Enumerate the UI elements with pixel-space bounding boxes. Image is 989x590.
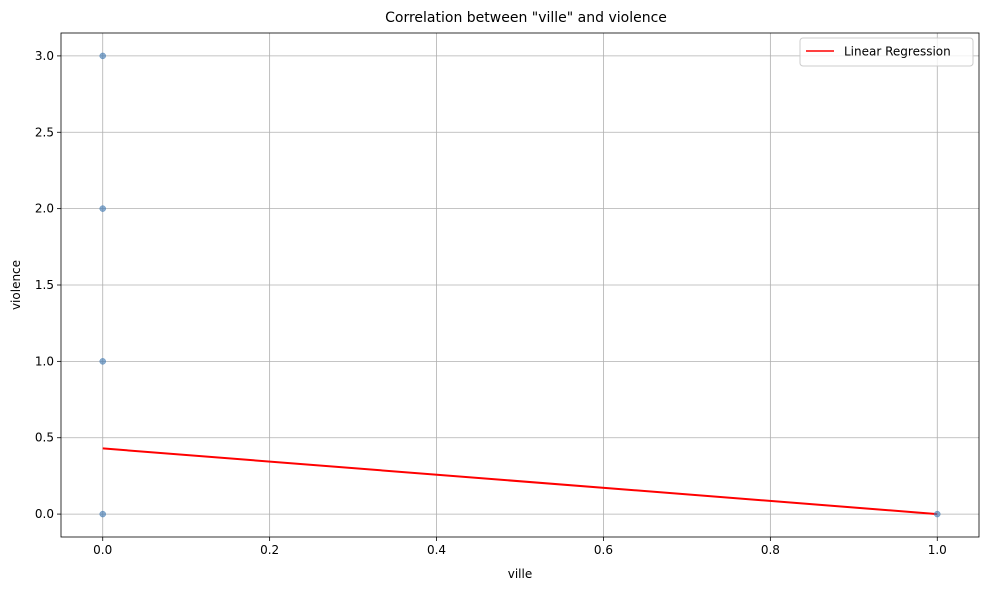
x-tick-label: 0.4 — [427, 543, 446, 557]
data-point — [99, 358, 106, 365]
y-tick-label: 3.0 — [35, 49, 54, 63]
regression-line — [102, 447, 938, 516]
y-tick-label: 1.5 — [35, 278, 54, 292]
legend: Linear Regression — [799, 37, 974, 67]
x-ticks: 0.0 0.2 0.4 0.6 0.8 1.0 — [93, 537, 947, 557]
y-tick-label: 0.5 — [35, 431, 54, 445]
y-tick-label: 1.0 — [35, 354, 54, 368]
regression-layer — [102, 447, 938, 516]
x-tick-label: 0.2 — [260, 543, 279, 557]
y-ticks: 0.0 0.5 1.0 1.5 2.0 2.5 3.0 — [35, 49, 61, 521]
y-tick-label: 0.0 — [35, 507, 54, 521]
y-tick-label: 2.0 — [35, 202, 54, 216]
data-point — [99, 510, 106, 518]
data-point — [934, 510, 941, 518]
grid — [61, 33, 979, 537]
x-tick-label: 0.0 — [93, 543, 112, 557]
x-tick-label: 0.6 — [594, 543, 613, 557]
chart-title: Correlation between "ville" and violence — [385, 10, 667, 26]
legend-box — [799, 37, 974, 67]
y-tick-label: 2.5 — [35, 125, 54, 139]
points-layer — [99, 52, 941, 518]
x-tick-label: 0.8 — [761, 543, 780, 557]
legend-label-linear-regression: Linear Regression — [844, 45, 951, 59]
y-axis-label: violence — [9, 260, 23, 310]
data-point — [99, 52, 106, 60]
x-tick-label: 1.0 — [928, 543, 947, 557]
data-point — [99, 205, 106, 212]
x-axis-label: ville — [508, 567, 533, 581]
